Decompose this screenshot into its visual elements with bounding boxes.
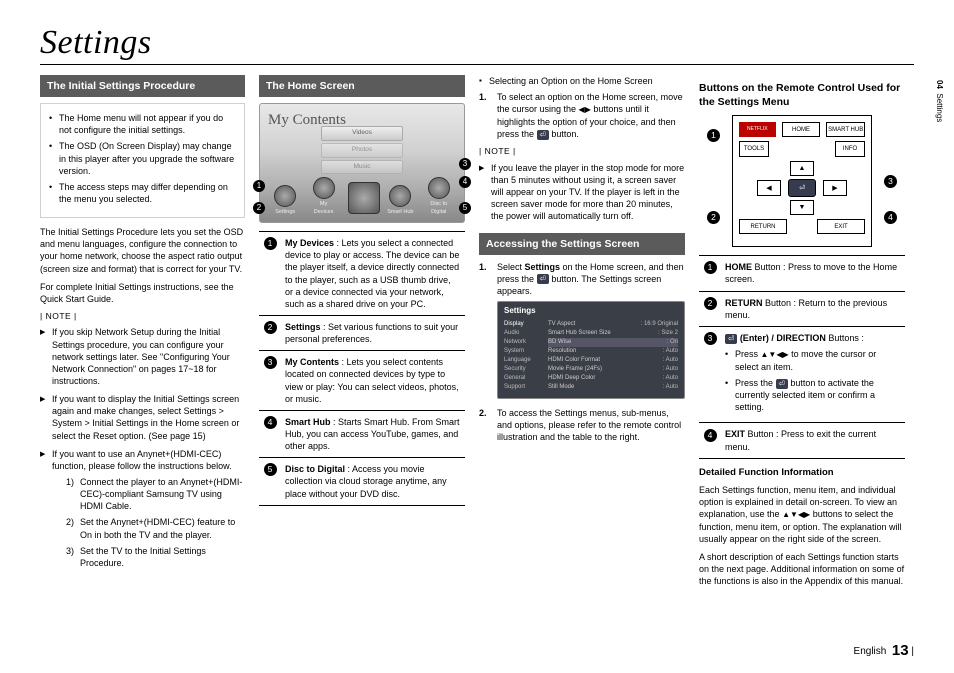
- heading-initial-settings: The Initial Settings Procedure: [40, 75, 245, 97]
- footer-page: 13: [892, 642, 909, 659]
- intro-2: For complete Initial Settings instructio…: [40, 281, 245, 305]
- remote-return: RETURN: [739, 219, 787, 234]
- step-1: To select an option on the Home screen, …: [479, 91, 685, 140]
- remote-home: HOME: [782, 122, 821, 137]
- side-tab: 04 Settings: [935, 80, 944, 122]
- note-item: The Home menu will not appear if you do …: [49, 112, 236, 136]
- settings-screenshot: Settings Display Audio Network System La…: [497, 301, 685, 399]
- intro-1: The Initial Settings Procedure lets you …: [40, 226, 245, 275]
- arrow-item: If you leave the player in the stop mode…: [479, 162, 685, 223]
- remote-callout-4: 4: [884, 211, 897, 224]
- remote-exit: EXIT: [817, 219, 865, 234]
- graphic-videos: Videos: [321, 126, 403, 141]
- note-item: The access steps may differ depending on…: [49, 181, 236, 205]
- note-item: The OSD (On Screen Display) may change i…: [49, 140, 236, 176]
- heading-home-screen: The Home Screen: [259, 75, 465, 97]
- arrow-item: If you want to display the Initial Setti…: [40, 393, 245, 442]
- col-4: Buttons on the Remote Control Used for t…: [699, 75, 905, 593]
- remote-netflix: NETFLIX: [739, 122, 776, 137]
- heading-buttons-remote: Buttons on the Remote Control Used for t…: [699, 81, 905, 109]
- remote-dpad: ▲ ▼ ◀ ▶ ⏎: [757, 161, 847, 215]
- remote-row-1: HOME Button : Press to move to the Home …: [721, 256, 905, 291]
- sub-topic: Selecting an Option on the Home Screen: [479, 75, 685, 87]
- graphic-music: Music: [321, 160, 403, 175]
- page-title: Settings: [40, 24, 914, 65]
- substep: Set the TV to the Initial Settings Proce…: [66, 545, 245, 569]
- note-label: | NOTE |: [40, 311, 245, 322]
- remote-smarthub: SMART HUB: [826, 122, 865, 137]
- callout-5: 5: [459, 202, 471, 214]
- detail-p1: Each Settings function, menu item, and i…: [699, 484, 905, 545]
- remote-callout-2: 2: [707, 211, 720, 224]
- remote-callout-3: 3: [884, 175, 897, 188]
- chapter-number: 04: [935, 80, 944, 89]
- access-step-2: To access the Settings menus, sub-menus,…: [479, 407, 685, 443]
- enter-icon: ⏎: [537, 130, 549, 140]
- remote-row-3: ⏎ (Enter) / DIRECTION Buttons :Press ▲▼◀…: [721, 326, 905, 423]
- chapter-name: Settings: [935, 93, 944, 122]
- callout-4: 4: [459, 176, 471, 188]
- col-1: The Initial Settings Procedure The Home …: [40, 75, 245, 593]
- remote-diagram: NETFLIX HOME SMART HUB TOOLS INFO ▲ ▼ ◀ …: [699, 115, 905, 247]
- heading-accessing: Accessing the Settings Screen: [479, 233, 685, 255]
- graphic-photos: Photos: [321, 143, 403, 158]
- note-label-2: | NOTE |: [479, 146, 685, 157]
- note-box: The Home menu will not appear if you do …: [40, 103, 245, 218]
- col-2: The Home Screen My Contents Videos Photo…: [259, 75, 465, 593]
- detail-p2: A short description of each Settings fun…: [699, 551, 905, 587]
- footer: English 13 |: [854, 642, 914, 659]
- remote-table: 1 HOME Button : Press to move to the Hom…: [699, 255, 905, 458]
- remote-row-4: EXIT Button : Press to exit the current …: [721, 423, 905, 458]
- remote-row-2: RETURN Button : Return to the previous m…: [721, 291, 905, 326]
- home-screen-graphic: My Contents Videos Photos Music Settings…: [259, 103, 465, 223]
- home-defs-table: 1 My Devices : Lets you select a connect…: [259, 231, 465, 506]
- columns: The Initial Settings Procedure The Home …: [40, 75, 914, 593]
- substep: Set the Anynet+(HDMI-CEC) feature to On …: [66, 516, 245, 540]
- heading-detailed: Detailed Function Information: [699, 467, 905, 480]
- footer-lang: English: [854, 646, 887, 657]
- access-step-1: Select Settings on the Home screen, and …: [479, 261, 685, 399]
- callout-3: 3: [459, 158, 471, 170]
- enter-icon: ⏎: [537, 274, 549, 284]
- remote-callout-1: 1: [707, 129, 720, 142]
- substep: Connect the player to an Anynet+(HDMI-CE…: [66, 476, 245, 512]
- arrow-item: If you skip Network Setup during the Ini…: [40, 326, 245, 387]
- remote-info: INFO: [835, 141, 865, 157]
- remote-tools: TOOLS: [739, 141, 769, 157]
- arrow-item: If you want to use an Anynet+(HDMI-CEC) …: [40, 448, 245, 569]
- col-3: Selecting an Option on the Home Screen T…: [479, 75, 685, 593]
